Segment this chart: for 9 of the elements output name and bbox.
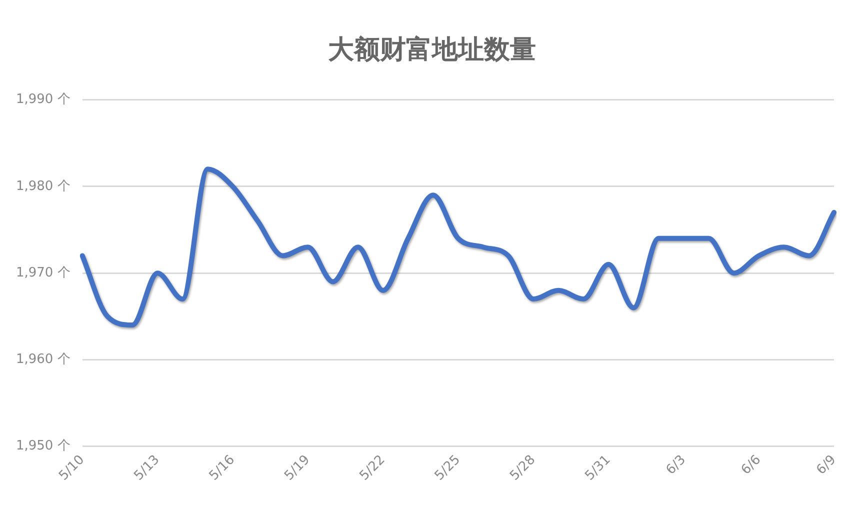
y-tick-label: 1,950 个 <box>16 438 70 454</box>
x-tick-label: 6/3 <box>663 452 689 478</box>
x-tick-label: 6/9 <box>814 452 840 478</box>
y-tick-label: 1,970 个 <box>16 265 70 280</box>
y-tick-label: 1,980 个 <box>16 178 70 194</box>
x-tick-label: 6/6 <box>738 452 764 478</box>
chart-title: 大额财富地址数量 <box>327 34 537 67</box>
y-tick-label: 1,990 个 <box>16 92 70 108</box>
y-tick-label: 1,960 个 <box>16 352 70 368</box>
